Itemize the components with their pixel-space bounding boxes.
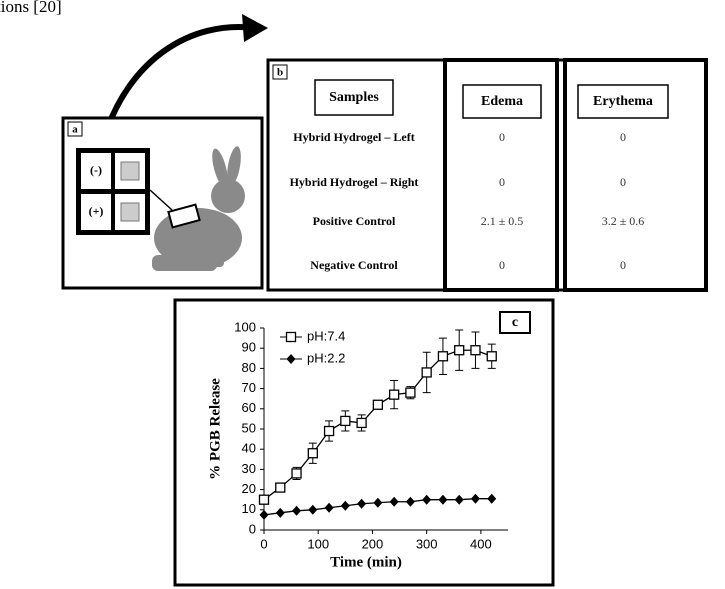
marker	[455, 346, 464, 355]
legend-label: pH:7.4	[307, 328, 345, 343]
panel-label: c	[512, 315, 518, 330]
y-tick-label: 30	[242, 461, 256, 476]
marker	[422, 368, 431, 377]
table-cell: Hybrid Hydrogel – Left	[293, 130, 414, 144]
y-tick-label: 60	[242, 400, 256, 415]
y-tick-label: 10	[242, 501, 256, 516]
x-tick-label: 400	[470, 536, 492, 551]
y-tick-label: 40	[242, 441, 256, 456]
marker	[325, 427, 334, 436]
marker	[373, 400, 382, 409]
x-tick-label: 300	[416, 536, 438, 551]
caption-fragment: tions [20]	[0, 0, 62, 16]
table-cell: Hybrid Hydrogel – Right	[290, 175, 419, 189]
x-tick-label: 0	[260, 536, 267, 551]
table-cell: 0	[499, 130, 505, 144]
table-cell: 0	[620, 258, 626, 272]
figure: tions [20] a (-) (+) b Samples Edema Eryth…	[0, 0, 725, 589]
y-tick-label: 50	[242, 420, 256, 435]
marker	[438, 352, 447, 361]
table-cell: 0	[499, 175, 505, 189]
marker	[292, 469, 301, 478]
y-axis-label: % PGB Release	[207, 378, 223, 480]
marker	[276, 483, 285, 492]
x-axis-label: Time (min)	[330, 554, 402, 570]
marker	[287, 333, 296, 342]
hydrogel-icon	[121, 162, 139, 180]
table-header: Samples	[329, 90, 379, 105]
table-cell: 0	[620, 175, 626, 189]
hydrogel-icon	[121, 203, 139, 221]
x-tick-label: 100	[307, 536, 329, 551]
arrow-head	[242, 14, 268, 42]
table-cell: Positive Control	[313, 214, 396, 228]
table-cell: 3.2 ± 0.6	[602, 214, 645, 228]
x-tick-label: 200	[362, 536, 384, 551]
marker	[471, 346, 480, 355]
panel-label: b	[277, 67, 283, 79]
table-cell: 0	[499, 258, 505, 272]
marker	[260, 495, 269, 504]
marker	[308, 449, 317, 458]
marker	[390, 390, 399, 399]
panel-label: a	[72, 124, 78, 136]
table-cell: 0	[620, 130, 626, 144]
sign: (-)	[90, 163, 102, 177]
legend-label: pH:2.2	[307, 350, 345, 365]
table-cell: Negative Control	[310, 258, 398, 272]
table-header: Erythema	[593, 94, 653, 109]
y-tick-label: 20	[242, 481, 256, 496]
table-header: Edema	[481, 94, 523, 109]
sign: (+)	[89, 204, 104, 218]
y-tick-label: 100	[234, 319, 256, 334]
table-cell: 2.1 ± 0.5	[481, 214, 524, 228]
marker	[487, 352, 496, 361]
y-tick-label: 70	[242, 380, 256, 395]
marker	[357, 418, 366, 427]
y-tick-label: 0	[249, 521, 256, 536]
y-tick-label: 90	[242, 340, 256, 355]
marker	[406, 388, 415, 397]
y-tick-label: 80	[242, 360, 256, 375]
marker	[341, 416, 350, 425]
